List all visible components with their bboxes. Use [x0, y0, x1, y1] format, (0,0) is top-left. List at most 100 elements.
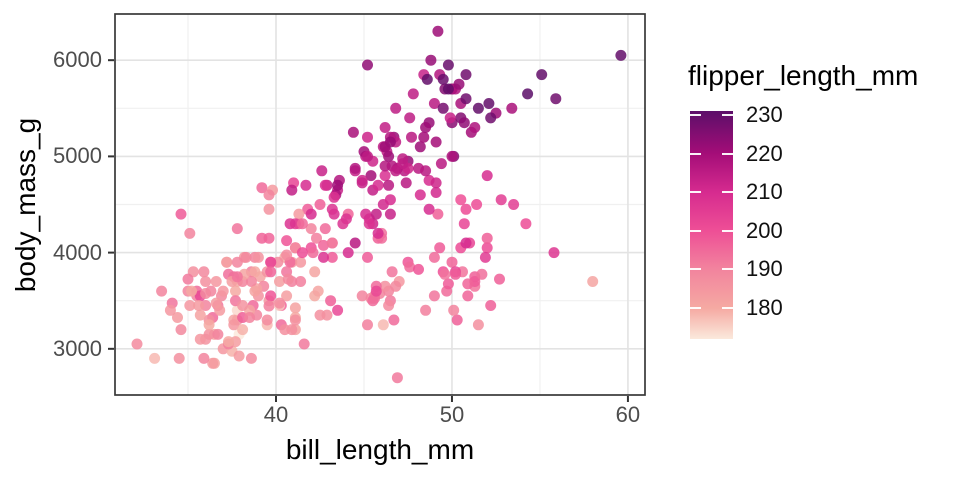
data-point [365, 170, 377, 182]
y-tick-label: 6000 [53, 47, 102, 73]
data-point [485, 300, 497, 311]
data-point [379, 280, 391, 292]
data-point [444, 112, 456, 124]
data-point [485, 112, 497, 124]
data-point [587, 276, 599, 287]
data-point [462, 278, 474, 290]
data-point [311, 232, 322, 244]
colorbar-gradient [690, 111, 733, 339]
data-point [200, 288, 212, 299]
data-point [472, 102, 484, 114]
data-point [460, 237, 472, 249]
data-point [349, 237, 361, 249]
data-point [318, 239, 329, 251]
data-point [550, 93, 562, 105]
x-tick-label: 50 [439, 402, 465, 427]
data-point [282, 273, 294, 285]
data-point [435, 158, 447, 170]
panel-border [114, 13, 646, 396]
legend-tick-label: 210 [746, 179, 783, 205]
data-point [237, 324, 249, 336]
data-point [430, 187, 442, 198]
data-point [182, 273, 194, 285]
data-point [386, 266, 398, 278]
data-point [249, 266, 261, 278]
data-point [450, 268, 461, 280]
data-point [362, 59, 373, 71]
data-point [173, 352, 185, 364]
data-point [295, 276, 307, 287]
data-point [383, 179, 395, 191]
data-point [483, 98, 495, 109]
data-point [203, 328, 215, 340]
data-point [245, 276, 257, 287]
data-point [265, 266, 277, 278]
data-point [442, 83, 454, 95]
data-point [332, 179, 344, 191]
data-point [194, 309, 206, 321]
x-tick-label: 60 [615, 402, 641, 427]
data-point [326, 237, 338, 249]
data-point [425, 54, 437, 66]
data-point [289, 314, 301, 326]
data-point [221, 256, 233, 268]
data-point [362, 251, 373, 263]
data-point [305, 208, 317, 220]
data-point [223, 336, 234, 348]
data-point [420, 122, 432, 133]
data-point [319, 179, 331, 191]
data-point [390, 280, 402, 292]
data-point [307, 247, 319, 259]
data-point [379, 160, 391, 172]
data-point [462, 290, 474, 302]
legend-title: flipper_length_mm [688, 60, 919, 91]
data-point [261, 314, 273, 326]
data-point [212, 328, 224, 340]
data-point [356, 177, 368, 189]
data-point [413, 162, 424, 174]
data-point [377, 319, 389, 331]
colorbar-tick [690, 113, 701, 116]
data-point [274, 297, 285, 309]
data-point [372, 179, 384, 191]
data-point [407, 88, 419, 100]
data-point [391, 372, 403, 384]
data-point [184, 300, 196, 311]
data-point [318, 251, 329, 263]
data-point [325, 295, 337, 307]
y-tick-label: 4000 [53, 239, 102, 265]
data-point [446, 256, 458, 268]
data-point [230, 285, 241, 297]
data-point [312, 285, 324, 297]
data-point [481, 170, 493, 182]
data-point [263, 232, 275, 244]
data-point [314, 199, 326, 210]
data-point [479, 251, 491, 263]
data-point [296, 247, 308, 259]
data-point [237, 300, 249, 311]
data-point [406, 131, 417, 143]
data-point [289, 302, 301, 314]
data-point [332, 304, 344, 316]
data-point [471, 199, 483, 210]
colorbar-tick [690, 229, 701, 232]
data-point [164, 304, 176, 316]
data-point [293, 208, 305, 220]
data-point [265, 256, 277, 268]
data-point [193, 300, 205, 311]
data-point [198, 266, 210, 278]
colorbar-tick [722, 152, 733, 155]
data-point [384, 194, 396, 206]
data-point [414, 141, 426, 153]
data-point [245, 352, 257, 364]
data-point [131, 338, 143, 350]
data-point [472, 319, 484, 331]
legend-tick-label: 230 [746, 101, 783, 127]
data-point [434, 242, 446, 254]
data-point [458, 218, 470, 230]
colorbar-tick [722, 307, 733, 310]
data-point [522, 88, 534, 100]
data-point [186, 285, 197, 297]
data-point [397, 153, 409, 165]
data-point [428, 251, 440, 263]
